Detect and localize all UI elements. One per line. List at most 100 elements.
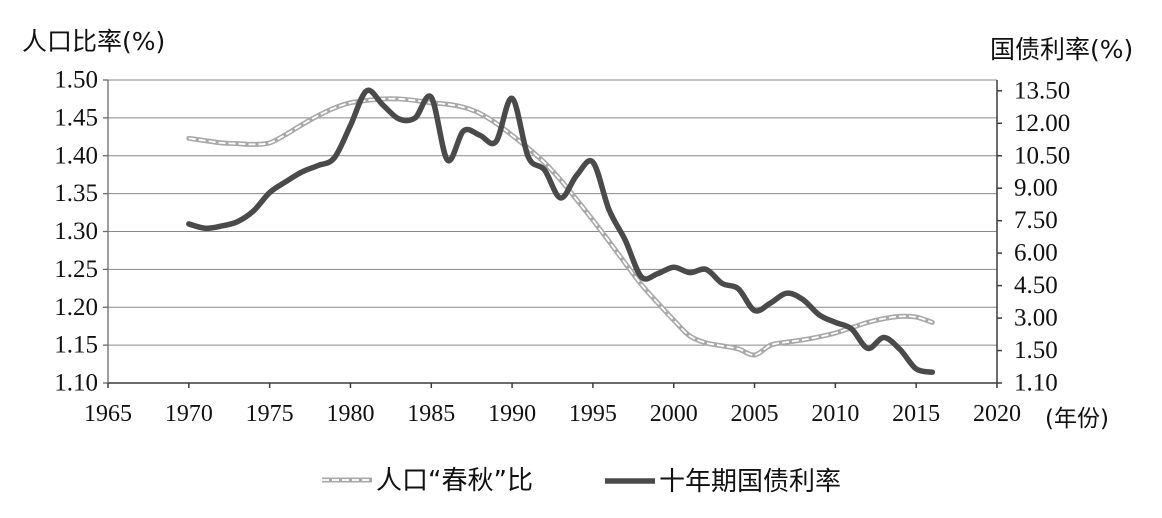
x-tick-label: 2020	[973, 401, 1021, 427]
population-ratio-point	[590, 217, 596, 223]
right-axis-title: 国债利率(%)	[990, 35, 1133, 64]
bond-yield-point	[444, 157, 450, 163]
population-ratio-point	[800, 337, 806, 343]
right-tick-label: 10.50	[1014, 142, 1070, 169]
bond-yield-point	[412, 115, 418, 121]
population-ratio-point	[929, 319, 935, 325]
bond-yield-point	[671, 264, 677, 270]
bond-yield-point	[606, 207, 612, 213]
right-tick-label: 3.00	[1014, 305, 1058, 332]
population-ratio-point	[315, 113, 321, 119]
bond-yield-point	[622, 237, 628, 243]
population-ratio-point	[234, 141, 240, 147]
population-ratio-point	[218, 140, 224, 146]
population-ratio-point	[347, 100, 353, 106]
right-tick-label: 9.00	[1014, 175, 1058, 202]
x-tick-label: 1980	[326, 401, 374, 427]
bond-yield-point	[800, 297, 806, 303]
right-tick-label: 6.00	[1014, 240, 1058, 267]
left-tick-label: 1.10	[54, 370, 98, 397]
population-ratio-point	[638, 282, 644, 288]
population-ratio-point	[202, 138, 208, 144]
right-tick-label: 13.50	[1014, 77, 1070, 104]
bond-yield-point	[461, 128, 467, 134]
bond-yield-point	[816, 312, 822, 318]
bond-yield-point	[283, 179, 289, 185]
bond-yield-point	[541, 167, 547, 173]
bond-yield-point	[881, 335, 887, 341]
population-ratio-point	[687, 333, 693, 339]
population-ratio-point	[574, 197, 580, 203]
right-tick-label: 1.50	[1014, 337, 1058, 364]
bond-yield-point	[186, 221, 192, 227]
left-axis-ticks: 1.10 1.15 1.20 1.25 1.30 1.35 1.40 1.45 1.50	[54, 67, 108, 397]
legend-item-population-ratio: 人口“春秋”比	[322, 466, 533, 496]
bond-yield-point	[849, 326, 855, 332]
population-ratio-point	[832, 330, 838, 336]
bond-yield-point	[865, 345, 871, 351]
left-tick-label: 1.50	[54, 67, 98, 94]
population-ratio-point	[913, 314, 919, 320]
bond-yield-point	[574, 172, 580, 178]
bond-yield-point	[703, 266, 709, 272]
left-tick-label: 1.15	[54, 332, 98, 359]
bond-yield-point	[380, 102, 386, 108]
bond-yield-point	[784, 290, 790, 296]
bond-yield-point	[558, 195, 564, 201]
population-ratio-point	[752, 352, 758, 358]
population-ratio-point	[703, 340, 709, 346]
population-ratio-point	[897, 313, 903, 319]
population-ratio-point	[671, 317, 677, 323]
x-tick-label: 1965	[84, 401, 132, 427]
population-ratio-point	[283, 132, 289, 138]
bond-yield-line	[186, 87, 936, 375]
bond-yield-point	[687, 270, 693, 276]
bond-yield-point	[218, 223, 224, 229]
right-tick-label: 1.10	[1014, 370, 1058, 397]
legend-label-bond-yield: 十年期国债利率	[659, 467, 841, 497]
series-bond-yield	[186, 87, 936, 375]
population-ratio-point	[477, 110, 483, 116]
population-ratio-point	[881, 316, 887, 322]
left-axis-title: 人口比率(%)	[22, 27, 165, 56]
series-population-ratio	[186, 96, 935, 358]
population-ratio-point	[493, 120, 499, 126]
left-tick-label: 1.40	[54, 142, 98, 169]
right-tick-label: 7.50	[1014, 207, 1058, 234]
bond-yield-point	[638, 274, 644, 280]
bond-yield-point	[897, 346, 903, 352]
bond-yield-point	[590, 159, 596, 165]
bond-yield-point	[655, 271, 661, 277]
bond-yield-point	[267, 190, 273, 196]
right-tick-label: 12.00	[1014, 110, 1070, 137]
population-ratio-point	[655, 300, 661, 306]
population-ratio-point	[444, 101, 450, 107]
population-ratio-point	[735, 346, 741, 352]
x-axis-ticks: 1965 1970 1975 1980 1985 1990 1995 2000 2005 2010…	[84, 383, 1021, 427]
population-ratio-point	[816, 334, 822, 340]
x-tick-label: 1975	[246, 401, 294, 427]
x-tick-label: 1985	[407, 401, 455, 427]
population-ratio-point	[267, 140, 273, 146]
left-tick-label: 1.30	[54, 218, 98, 245]
x-tick-label: 2010	[811, 401, 859, 427]
bond-yield-point	[202, 225, 208, 231]
population-ratio-point	[250, 141, 256, 147]
bond-yield-point	[929, 369, 935, 375]
left-tick-label: 1.20	[54, 294, 98, 321]
population-ratio-point	[865, 319, 871, 325]
bond-yield-point	[768, 300, 774, 306]
bond-yield-point	[250, 208, 256, 214]
population-ratio-point	[509, 132, 515, 138]
bond-yield-point	[299, 169, 305, 175]
bond-yield-point	[752, 307, 758, 313]
population-ratio-point	[622, 260, 628, 266]
bond-yield-point	[493, 139, 499, 145]
population-ratio-point	[719, 343, 725, 349]
legend: 人口“春秋”比 十年期国债利率	[322, 466, 841, 497]
right-axis-ticks: 1.10 1.50 3.00 4.50 6.00 7.50 9.00 10.50 12.00 13…	[997, 77, 1070, 397]
population-ratio-point	[768, 342, 774, 348]
bond-yield-point	[315, 162, 321, 168]
bond-yield-point	[396, 116, 402, 122]
